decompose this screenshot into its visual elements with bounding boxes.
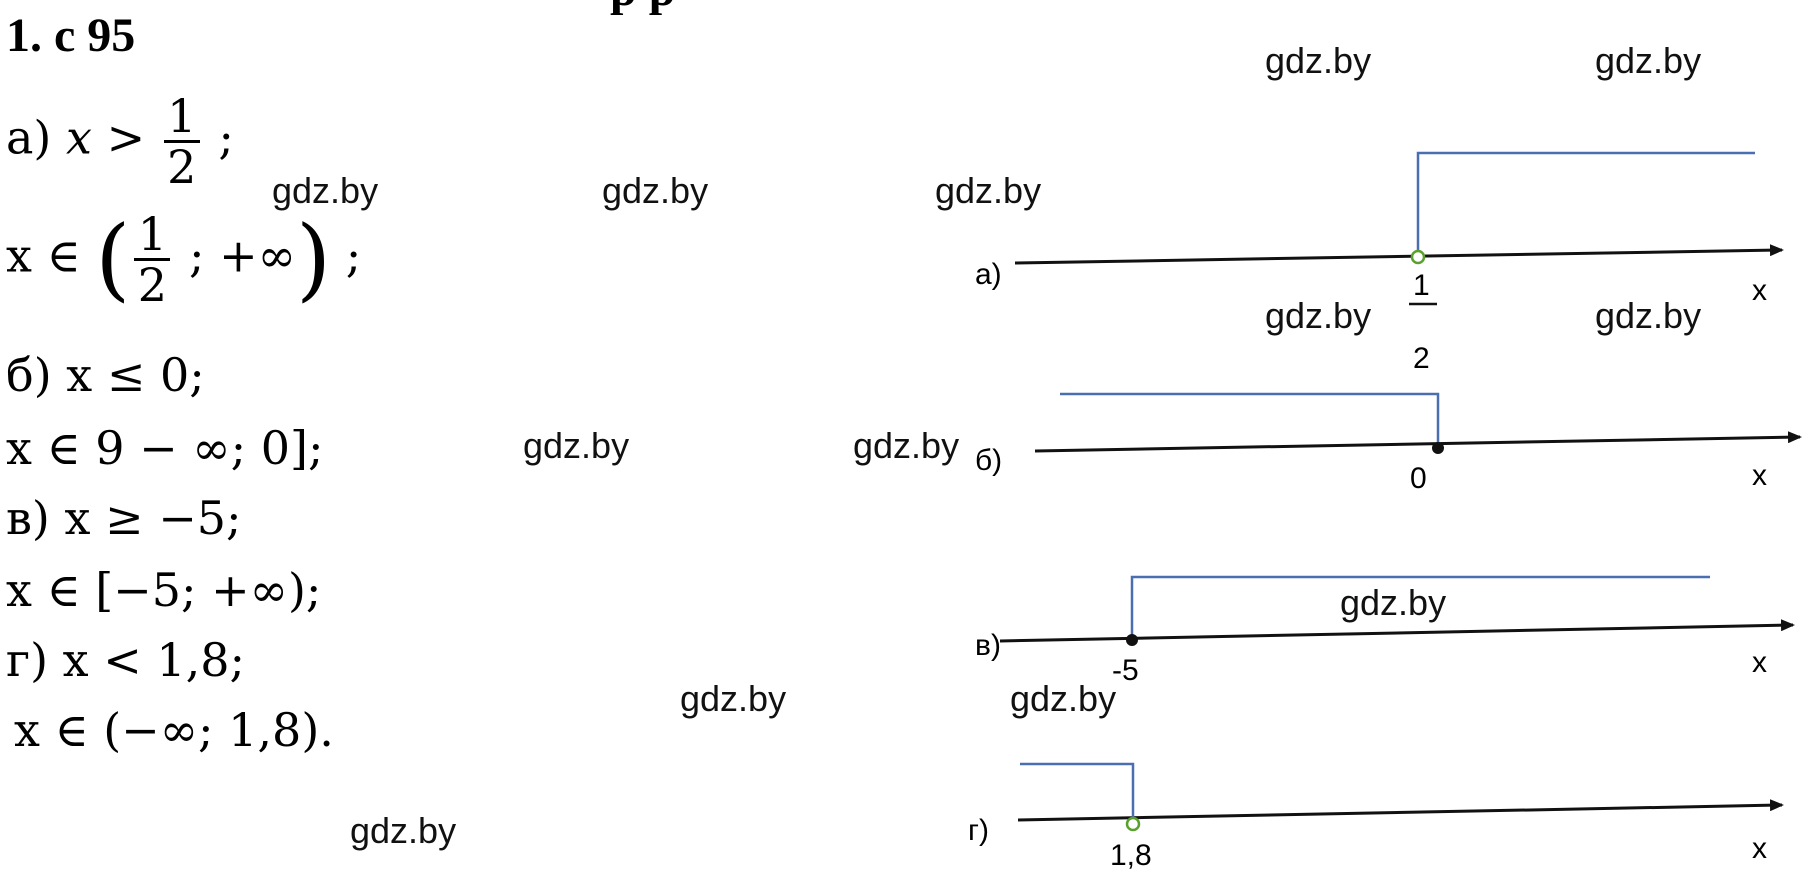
watermark: gdz.by bbox=[1010, 678, 1117, 719]
watermark: gdz.by bbox=[1340, 582, 1447, 623]
watermark: gdz.by bbox=[1265, 40, 1372, 81]
shading-bracket bbox=[1416, 151, 1755, 257]
point-label: 0 bbox=[1410, 462, 1427, 495]
number-line-label: г) bbox=[968, 814, 989, 847]
axis-line bbox=[1017, 799, 1784, 822]
axis-line bbox=[1014, 244, 1784, 265]
solution-v: в) x ≥ −5; bbox=[6, 491, 242, 545]
cut-off-heading: р р bbox=[610, 0, 675, 17]
watermark: gdz.by bbox=[272, 170, 379, 211]
filled-point bbox=[1432, 442, 1444, 454]
fraction-numerator: 1 bbox=[167, 89, 197, 143]
number-line-b: б) 0 x bbox=[975, 392, 1802, 495]
solution-g: г) x < 1,8; bbox=[6, 633, 246, 687]
interval-a-rest: ; +∞ bbox=[174, 228, 296, 283]
watermark: gdz.by bbox=[1265, 295, 1372, 336]
fraction-denominator: 2 bbox=[167, 140, 197, 194]
shading-bracket bbox=[1130, 575, 1710, 638]
point-numerator: 1 bbox=[1413, 269, 1430, 302]
axis-x-label: x bbox=[1752, 832, 1767, 865]
number-line-g: г) 1,8 x bbox=[968, 762, 1784, 872]
solution-a-var: x bbox=[66, 110, 92, 165]
solution-a: а) x > 1 2 ; bbox=[6, 92, 234, 191]
number-line-label: в) bbox=[975, 629, 1001, 662]
paren-close: ) bbox=[295, 206, 332, 312]
watermark: gdz.by bbox=[602, 170, 709, 211]
interval-g: x ∈ (−∞; 1,8). bbox=[14, 703, 334, 757]
paren-open: ( bbox=[95, 206, 131, 312]
number-line-label: а) bbox=[975, 258, 1002, 291]
fraction-denominator: 2 bbox=[137, 258, 168, 312]
shading-bracket bbox=[1020, 762, 1135, 820]
exercise-title: 1. с 95 bbox=[6, 9, 136, 62]
open-point bbox=[1125, 816, 1141, 832]
shading-bracket bbox=[1060, 392, 1440, 446]
open-point bbox=[1410, 249, 1426, 265]
interval-a-fraction: 1 2 bbox=[134, 207, 171, 312]
interval-v: x ∈ [−5; +∞); bbox=[6, 563, 322, 617]
axis-x-label: x bbox=[1752, 459, 1767, 492]
watermark: gdz.by bbox=[350, 810, 457, 851]
point-label: -5 bbox=[1112, 654, 1139, 687]
solution-a-prefix: а) bbox=[6, 110, 66, 165]
watermark: gdz.by bbox=[523, 425, 630, 466]
fraction-numerator: 1 bbox=[137, 207, 168, 261]
interval-a-end: ; bbox=[331, 228, 362, 283]
watermark: gdz.by bbox=[1595, 40, 1702, 81]
watermark: gdz.by bbox=[1595, 295, 1702, 336]
axis-x-label: x bbox=[1752, 274, 1767, 307]
watermark: gdz.by bbox=[680, 678, 787, 719]
axis-line bbox=[1034, 431, 1802, 453]
filled-point bbox=[1126, 634, 1138, 646]
point-label: 1,8 bbox=[1110, 839, 1152, 872]
number-line-a: а) 1 2 x bbox=[975, 151, 1784, 375]
interval-a-start: x ∈ bbox=[6, 228, 96, 283]
number-line-v: в) -5 x bbox=[975, 575, 1795, 687]
watermark: gdz.by bbox=[853, 425, 960, 466]
interval-a: x ∈ ( 1 2 ; +∞) ; bbox=[6, 210, 361, 309]
axis-x-label: x bbox=[1752, 646, 1767, 679]
point-denominator: 2 bbox=[1413, 342, 1430, 375]
solution-b: б) x ≤ 0; bbox=[6, 348, 205, 402]
solution-a-sign: > bbox=[91, 110, 160, 165]
axis-line bbox=[999, 619, 1795, 643]
fraction-bar bbox=[134, 258, 171, 261]
watermark: gdz.by bbox=[935, 170, 1042, 211]
number-line-label: б) bbox=[975, 444, 1002, 477]
interval-b: x ∈ 9 − ∞; 0]; bbox=[6, 421, 324, 475]
solution-a-fraction: 1 2 bbox=[163, 89, 200, 194]
fraction-bar bbox=[163, 140, 200, 143]
solution-a-end: ; bbox=[203, 110, 234, 165]
